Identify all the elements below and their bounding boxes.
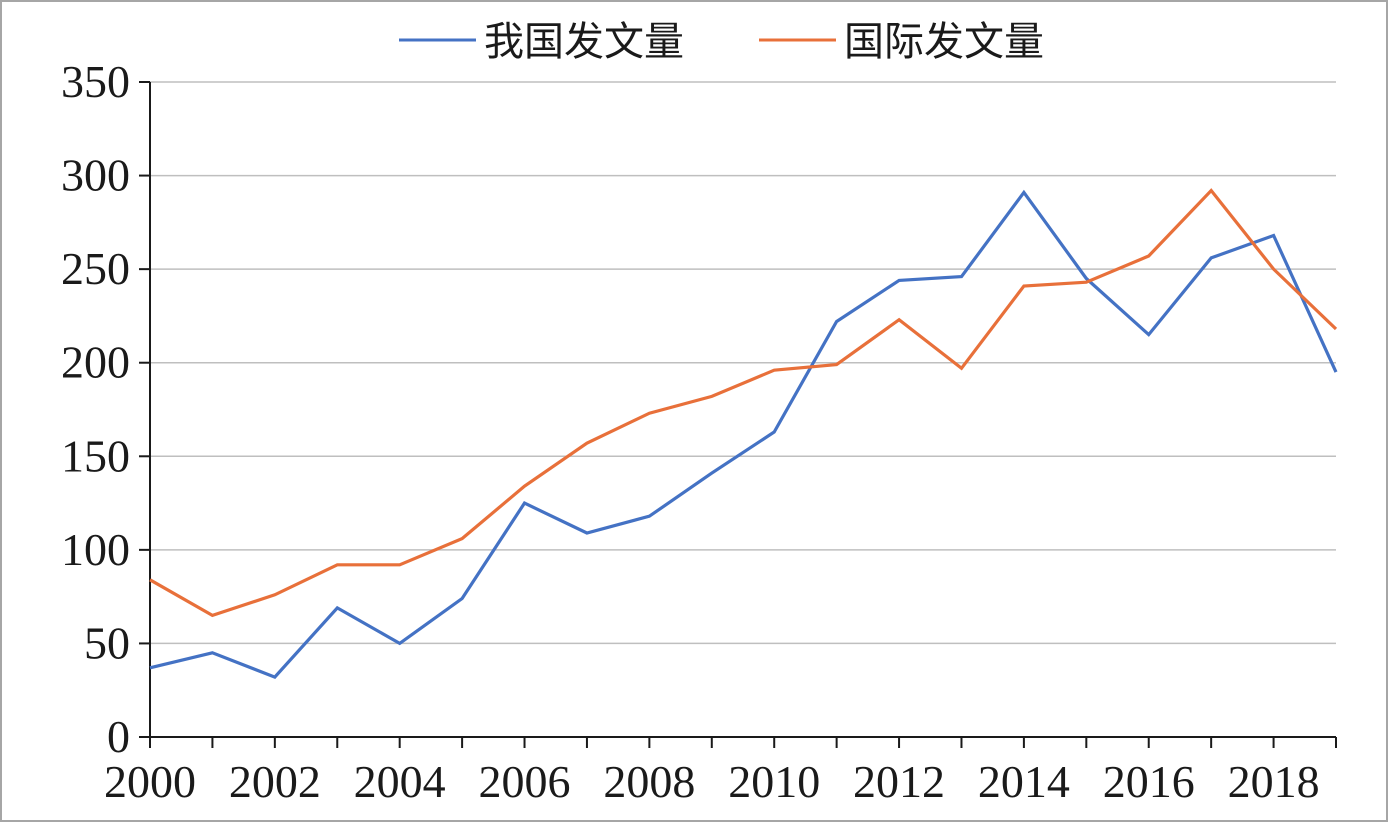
y-tick-label: 350 (61, 56, 130, 107)
y-tick-label: 250 (61, 243, 130, 294)
x-tick-label: 2016 (1103, 756, 1195, 807)
y-axis-ticks: 0 50 100 150 200 250 300 350 (61, 56, 150, 762)
legend-label-series-2: 国际发文量 (844, 19, 1044, 65)
x-tick-label: 2000 (104, 756, 196, 807)
series-line-1 (149, 189, 1338, 679)
x-tick-label: 2006 (479, 756, 571, 807)
y-tick-label: 200 (61, 337, 130, 388)
series-lines (149, 188, 1338, 679)
y-tick-label: 150 (61, 430, 130, 481)
x-tick-label: 2012 (853, 756, 945, 807)
legend: 我国发文量 国际发文量 (399, 19, 1044, 65)
y-tick-label: 50 (84, 617, 130, 668)
y-tick-label: 300 (61, 150, 130, 201)
legend-label-series-1: 我国发文量 (484, 19, 684, 65)
x-tick-label: 2014 (978, 756, 1070, 807)
y-tick-label: 0 (107, 711, 130, 762)
axes (149, 82, 1336, 738)
series-line-2 (149, 188, 1338, 618)
x-tick-label: 2004 (354, 756, 446, 807)
x-tick-label: 2018 (1228, 756, 1320, 807)
x-tick-label: 2010 (728, 756, 820, 807)
x-tick-label: 2002 (229, 756, 321, 807)
gridlines (150, 81, 1336, 645)
x-tick-label: 2008 (603, 756, 695, 807)
y-tick-label: 100 (61, 524, 130, 575)
x-axis-ticks: 2000 2002 2004 2006 2008 2010 2012 2014 2016 2018 (104, 737, 1337, 807)
